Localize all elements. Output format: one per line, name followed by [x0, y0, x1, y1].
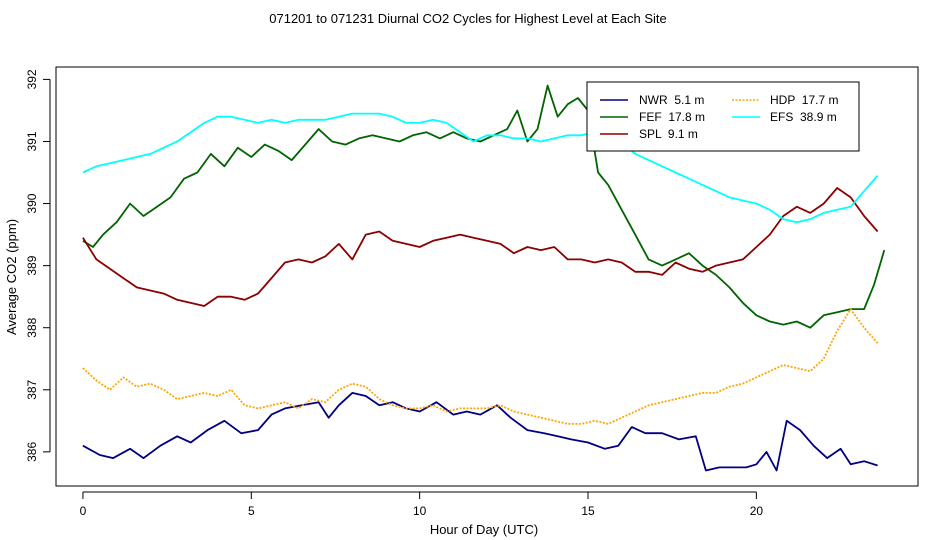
series-line-1 [82, 391, 878, 472]
y-tick-label: 386 [25, 442, 39, 462]
series-line-2 [82, 84, 886, 329]
legend-label: FEF 17.8 m [639, 110, 705, 124]
x-tick-label: 20 [750, 504, 764, 518]
legend-label: SPL 9.1 m [639, 127, 698, 141]
y-tick-label: 391 [25, 131, 39, 151]
y-axis: 386 387 388 389 390 391 392 [25, 69, 51, 462]
y-tick-label: 390 [25, 193, 39, 213]
series-line-3 [82, 187, 879, 307]
legend-label: HDP 17.7 m [770, 93, 838, 107]
x-axis-label: Hour of Day (UTC) [430, 522, 538, 537]
x-axis: 0 5 10 15 20 [80, 491, 764, 518]
series-line-5 [82, 112, 879, 224]
y-tick-label: 387 [25, 379, 39, 399]
series-group [82, 84, 886, 472]
x-tick-label: 0 [80, 504, 87, 518]
y-tick-label: 389 [25, 255, 39, 275]
chart-title: 071201 to 071231 Diurnal CO2 Cycles for … [269, 11, 666, 26]
x-tick-label: 15 [581, 504, 595, 518]
x-tick-label: 5 [248, 504, 255, 518]
legend-label: NWR 5.1 m [639, 93, 704, 107]
x-tick-label: 10 [413, 504, 427, 518]
y-tick-label: 388 [25, 317, 39, 337]
plot-area-frame [55, 66, 919, 487]
legend-label: EFS 38.9 m [770, 110, 837, 124]
y-tick-label: 392 [25, 69, 39, 89]
legend-box [586, 81, 860, 152]
y-axis-label: Average CO2 (ppm) [4, 219, 19, 335]
legend: NWR 5.1 m FEF 17.8 m SPL 9.1 m HDP 17.7 m EF… [586, 81, 860, 152]
